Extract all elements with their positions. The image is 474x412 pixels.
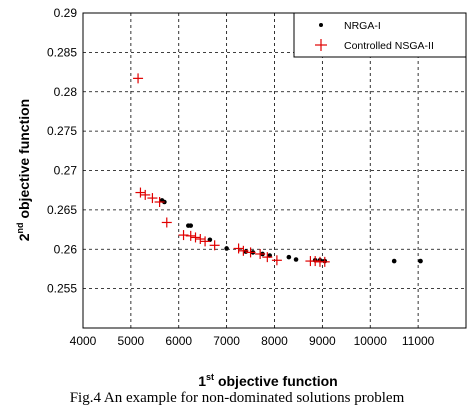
data-points [133,73,423,267]
x-tick-label: 5000 [118,334,145,348]
y-tick-label: 0.28 [54,85,78,99]
x-tick-label: 8000 [261,334,288,348]
nsga-point [190,232,201,243]
nsga-point [271,255,282,266]
y-axis-title-text: objective function [16,99,32,223]
legend-label-nrga: NRGA-I [344,20,381,32]
nsga-point [310,256,321,267]
legend-marker-plus [315,39,327,51]
nsga-point [238,245,249,256]
x-tick-label: 6000 [165,334,192,348]
nsga-point [245,247,256,258]
nrga-point [224,246,229,251]
nsga-point [140,189,151,200]
x-axis-title-text: objective function [214,373,338,389]
y-axis-title-superscript: nd [15,222,25,233]
x-axis-title-superscript: st [206,372,214,382]
nrga-point [243,249,249,254]
nrga-point [286,254,292,260]
figure-caption: Fig.4 An example for non-dominated solut… [69,390,405,406]
nsga-point [178,230,189,241]
y-tick-labels: 0.255 0.26 0.265 0.27 0.275 0.28 0.285 0.29 [47,6,77,296]
x-tick-labels: 4000 5000 6000 7000 8000 9000 10000 11000 [70,334,435,348]
x-tick-label: 7000 [213,334,240,348]
legend-box [293,12,467,58]
y-tick-label: 0.27 [54,164,78,178]
nsga-point [233,243,244,254]
nsga-point [185,230,196,241]
y-axis-title-number: 2 [16,233,32,241]
legend-label-nsga: Controlled NSGA-II [344,40,434,52]
nsga-point [135,187,146,198]
nsga-point [255,248,266,259]
legend-marker-dot [319,23,323,27]
scatter-chart: 4000 5000 6000 7000 8000 9000 10000 11000 0.255… [15,6,467,389]
y-tick-label: 0.285 [47,45,77,59]
x-tick-label: 4000 [70,334,97,348]
x-axis-title-number: 1 [198,373,206,389]
x-tick-label: 10000 [354,334,388,348]
nrga-point [188,223,194,228]
nsga-point [319,256,330,267]
nrga-point [293,257,299,262]
y-tick-label: 0.29 [54,6,78,20]
y-tick-label: 0.275 [47,124,77,138]
nsga-point [200,236,211,247]
y-tick-label: 0.255 [47,282,77,296]
y-axis-title: 2nd objective function [15,99,32,241]
nsga-point [133,73,144,84]
nsga-point [262,252,273,263]
x-tick-label: 11000 [402,334,435,348]
nsga-point [161,217,172,228]
legend: NRGA-I Controlled NSGA-II [293,12,467,58]
nsga-point [195,234,206,245]
y-tick-label: 0.26 [54,242,78,256]
nrga-point [418,258,423,264]
nsga-point [209,240,220,251]
nsga-point [154,197,165,207]
y-tick-label: 0.265 [47,203,77,217]
x-tick-label: 9000 [309,334,336,348]
x-axis-title: 1st objective function [198,372,338,389]
nsga-point [147,193,158,204]
nrga-point [391,258,397,264]
